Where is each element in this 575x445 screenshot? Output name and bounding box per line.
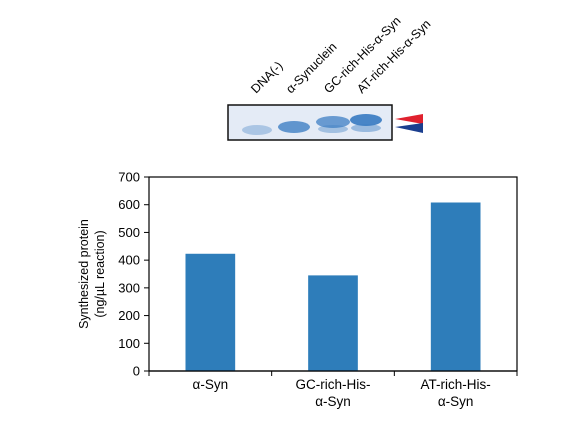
gel-band [278,121,310,133]
bar [308,275,358,371]
bar [185,253,236,371]
bar-chart: 0 100 200 300 400 500 600 700 α-Syn GC-rich-His-… [77,170,518,409]
y-axis-label: Synthesized protein (ng/µL reaction) [77,219,107,329]
x-category-label: AT-rich-His- [421,377,491,392]
y-axis-label-line: (ng/µL reaction) [93,230,107,317]
gel-bands [242,114,382,135]
bar [430,202,481,371]
y-tick-label: 500 [118,225,140,240]
y-axis: 0 100 200 300 400 500 600 700 [118,170,149,379]
x-category-label: α-Syn [193,377,229,392]
y-tick-label: 0 [133,364,140,379]
gel-band [316,116,350,128]
x-axis: α-Syn GC-rich-His-α-Syn AT-rich-His-α-Syn [148,370,518,409]
gel-image: DNA(-)α-SynucleinGC-rich-His-α-SynAT-ric… [227,14,433,141]
lower-marker-arrow [395,123,423,133]
gel-band [318,125,348,133]
x-category-label: GC-rich-His- [296,377,371,392]
gel-lane-label: DNA(-) [248,59,285,96]
x-category-label: α-Syn [438,394,474,409]
gel-lane-labels: DNA(-)α-SynucleinGC-rich-His-α-SynAT-ric… [248,14,433,96]
y-tick-label: 700 [118,170,140,185]
y-tick-label: 100 [118,336,140,351]
upper-marker-arrow [395,114,423,124]
y-tick-label: 200 [118,308,140,323]
gel-band [351,124,381,132]
y-tick-label: 300 [118,280,140,295]
y-tick-label: 600 [118,197,140,212]
gel-band [350,114,382,126]
y-tick-label: 400 [118,253,140,268]
gel-border [227,104,393,141]
bars [185,202,481,371]
y-axis-label-line: Synthesized protein [77,219,91,329]
gel-band [242,125,272,135]
x-category-label: α-Syn [315,394,351,409]
